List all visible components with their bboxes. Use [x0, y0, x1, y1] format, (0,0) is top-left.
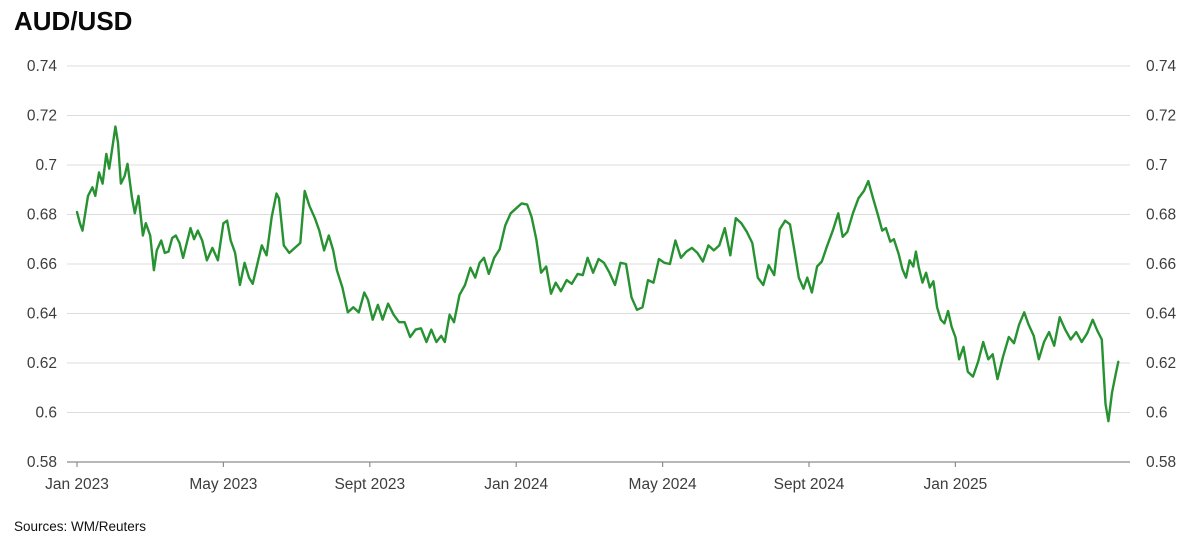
y-tick-label-right: 0.72: [1146, 108, 1176, 125]
y-tick-label-left: 0.6: [35, 405, 57, 422]
y-tick-label-right: 0.66: [1146, 256, 1176, 273]
x-tick-label: Sept 2023: [334, 476, 405, 493]
aud-usd-series-line: [75, 125, 1120, 423]
y-tick-label-left: 0.74: [27, 58, 58, 75]
y-tick-label-left: 0.62: [27, 355, 57, 372]
x-axis: Jan 2023 May 2023 Sept 2023 Jan 2024 May 202…: [45, 462, 987, 493]
source-note: Sources: WM/Reuters: [14, 519, 147, 534]
y-tick-label-left: 0.72: [27, 108, 57, 125]
gridlines: [67, 65, 1130, 463]
y-tick-label-right: 0.62: [1146, 355, 1176, 372]
x-tick-label: Sept 2024: [774, 476, 845, 493]
x-tick-label: Jan 2024: [484, 476, 548, 493]
x-tick-label: Jan 2023: [45, 476, 109, 493]
x-tick-label: May 2024: [629, 476, 697, 493]
y-tick-label-right: 0.58: [1146, 454, 1176, 471]
y-tick-label-right: 0.64: [1146, 306, 1177, 323]
y-axis-labels-left: 0.74 0.72 0.7 0.68 0.66 0.64 0.62 0.6 0.58: [27, 58, 58, 471]
y-tick-label-right: 0.68: [1146, 207, 1176, 224]
chart-title: AUD/USD: [14, 6, 133, 36]
y-tick-label-right: 0.6: [1146, 405, 1168, 422]
y-tick-label-left: 0.64: [27, 306, 58, 323]
y-axis-labels-right: 0.74 0.72 0.7 0.68 0.66 0.64 0.62 0.6 0.58: [1146, 58, 1177, 471]
y-tick-label-right: 0.7: [1146, 157, 1168, 174]
y-tick-label-right: 0.74: [1146, 58, 1177, 75]
x-tick-label: May 2023: [189, 476, 257, 493]
y-tick-label-left: 0.68: [27, 207, 57, 224]
x-tick-label: Jan 2025: [924, 476, 988, 493]
y-tick-label-left: 0.58: [27, 454, 57, 471]
y-tick-label-left: 0.7: [35, 157, 57, 174]
y-tick-label-left: 0.66: [27, 256, 57, 273]
